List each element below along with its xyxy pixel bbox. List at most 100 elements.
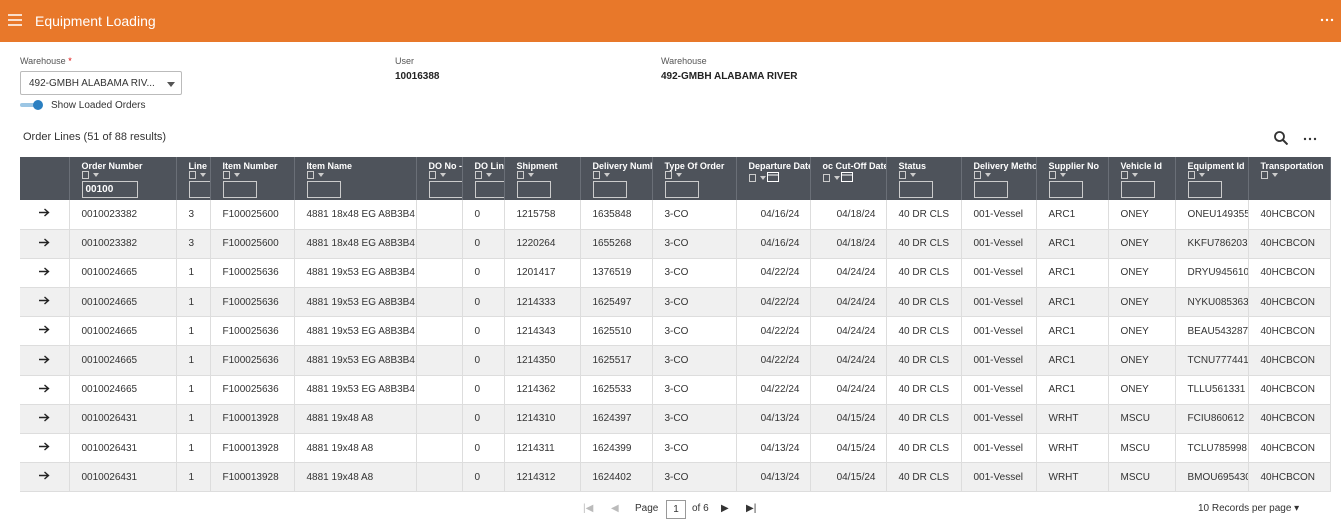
table-row[interactable]: 0010023382 3 F100025600 4881 18x48 EG A8B3B… [20,200,1331,230]
row-action[interactable] [20,287,70,318]
column-header: Supplier No [1036,157,1109,200]
filter-op[interactable] [1048,171,1067,179]
filter-op[interactable] [898,171,917,179]
cell: NYKU085363 [1175,287,1249,318]
filter-input[interactable] [592,181,627,198]
filter-op[interactable] [822,174,841,182]
column-title: Status [898,161,927,171]
row-action[interactable] [20,258,70,289]
cell: 04/13/24 [736,433,811,464]
cell [416,433,463,464]
table-row[interactable]: 0010024665 1 F100025636 4881 19x53 EG A8B3B… [20,375,1331,405]
cell: ARC1 [1036,316,1109,347]
row-action[interactable] [20,316,70,347]
row-action[interactable] [20,462,70,493]
filter-op[interactable] [748,174,767,182]
filter-input[interactable] [973,181,1008,198]
filter-op[interactable] [664,171,683,179]
filter-input[interactable] [516,181,551,198]
table-row[interactable]: 0010024665 1 F100025636 4881 19x53 EG A8B3B… [20,258,1331,289]
row-action[interactable] [20,404,70,435]
cell: 1624402 [580,462,653,493]
table-row[interactable]: 0010024665 1 F100025636 4881 19x53 EG A8B3B… [20,316,1331,347]
cell: 40 DR CLS [886,229,962,259]
filter-input[interactable] [1048,181,1083,198]
cell: 04/24/24 [810,316,887,347]
cell: 1635848 [580,200,653,230]
row-action[interactable] [20,229,70,259]
cell: KKFU786203 [1175,229,1249,259]
filter-input[interactable] [222,181,257,198]
cell: F100025600 [210,229,295,259]
table-row[interactable]: 0010026431 1 F100013928 4881 19x48 A8 0 12143… [20,433,1331,464]
filter-input[interactable] [898,181,933,198]
column-header [20,157,70,200]
page-input[interactable]: 1 [666,500,686,519]
cell: 04/15/24 [810,404,887,435]
toggle[interactable] [20,99,46,111]
filter-input[interactable]: 00100 [81,181,138,198]
menu-icon[interactable] [8,14,22,26]
per-page[interactable]: 10 Records per page ▾ [1198,503,1300,514]
calendar-icon[interactable] [840,171,853,182]
warehouse-select[interactable]: 492-GMBH ALABAMA RIV... [20,71,182,95]
row-action[interactable] [20,345,70,376]
select-value: 492-GMBH ALABAMA RIV... [29,78,155,89]
filter-op[interactable] [973,171,992,179]
filter-input[interactable] [428,181,461,198]
cell: 4881 19x53 EG A8B3B4 [294,316,417,347]
calendar-icon[interactable] [766,171,779,182]
row-action[interactable] [20,433,70,464]
cell: DRYU945610 [1175,258,1249,289]
filter-op[interactable] [592,171,611,179]
cell: 1376519 [580,258,653,289]
cell: 1 [176,345,211,376]
cell: 1 [176,404,211,435]
last-page[interactable]: ▶| [746,503,757,514]
cell: F100025636 [210,316,295,347]
filter-input[interactable] [306,181,341,198]
table-row[interactable]: 0010024665 1 F100025636 4881 19x53 EG A8B3B… [20,345,1331,376]
filter-op[interactable] [222,171,241,179]
filter-op[interactable] [516,171,535,179]
row-action[interactable] [20,375,70,405]
cell: BMOU695430 [1175,462,1249,493]
column-filter [748,171,810,184]
table-row[interactable]: 0010024665 1 F100025636 4881 19x53 EG A8B3B… [20,287,1331,318]
warehouse-info-label: Warehouse [661,56,707,66]
cell: 1 [176,287,211,318]
table-row[interactable]: 0010026431 1 F100013928 4881 19x48 A8 0 12143… [20,404,1331,435]
cell: 3-CO [652,229,737,259]
cell: 001-Vessel [961,345,1037,376]
filter-op[interactable] [474,171,493,179]
filter-input[interactable] [1187,181,1222,198]
cell: 40 DR CLS [886,404,962,435]
filter-op[interactable] [1187,171,1206,179]
cell: 04/22/24 [736,258,811,289]
prev-page[interactable]: ◀ [611,503,619,514]
filter-input[interactable] [664,181,699,198]
table-more-icon[interactable] [1303,137,1317,141]
filter-op[interactable] [1120,171,1139,179]
column-header: Status [886,157,962,200]
filter-op[interactable] [1260,171,1279,179]
cell: ARC1 [1036,345,1109,376]
filter-op[interactable] [306,171,325,179]
cell: ONEY [1108,375,1176,405]
more-icon[interactable] [1320,18,1334,22]
filter-op[interactable] [188,171,207,179]
filter-input[interactable] [188,181,209,198]
table-row[interactable]: 0010023382 3 F100025600 4881 18x48 EG A8B3B… [20,229,1331,259]
table-row[interactable]: 0010026431 1 F100013928 4881 19x48 A8 0 12143… [20,462,1331,493]
filter-op[interactable] [81,171,100,179]
first-page[interactable]: |◀ [583,503,594,514]
column-header: Item Number [210,157,295,200]
filter-input[interactable] [1120,181,1155,198]
filter-input[interactable] [474,181,503,198]
row-action[interactable] [20,200,70,230]
search-icon[interactable] [1274,131,1288,145]
next-page[interactable]: ▶ [721,503,729,514]
cell: 40 DR CLS [886,462,962,493]
cell [416,375,463,405]
filter-op[interactable] [428,171,447,179]
